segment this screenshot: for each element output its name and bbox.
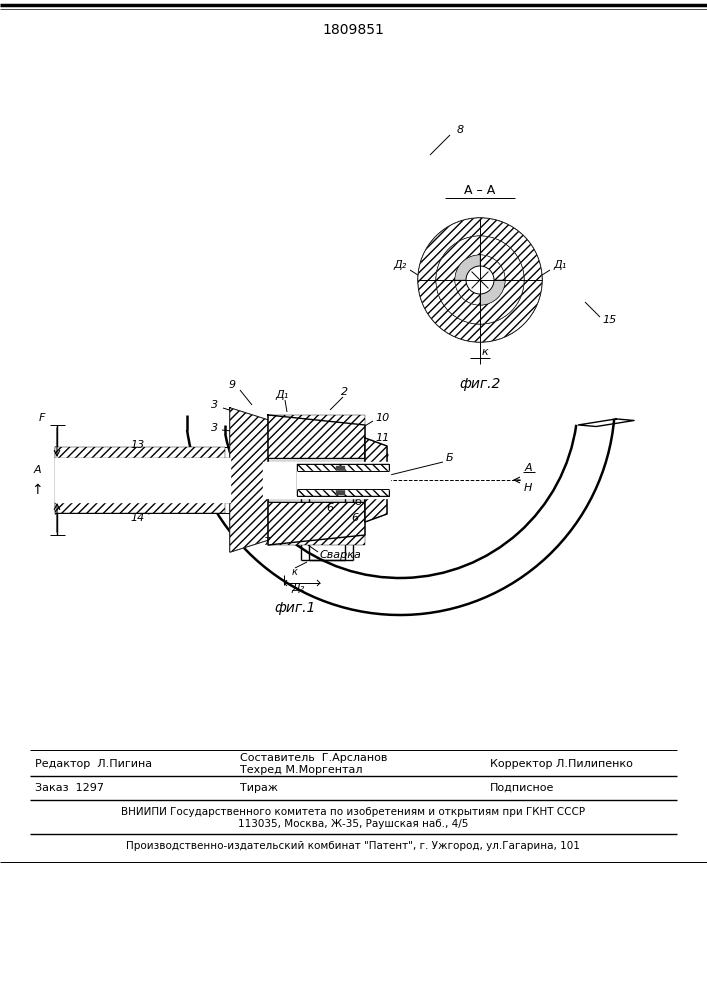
Bar (55, 502, 225, 513)
Polygon shape (297, 464, 389, 496)
Text: 8: 8 (457, 125, 464, 135)
Circle shape (466, 266, 494, 294)
Text: Корректор Л.Пилипенко: Корректор Л.Пилипенко (490, 759, 633, 769)
Wedge shape (455, 255, 480, 280)
Polygon shape (230, 408, 268, 552)
Text: 9: 9 (228, 380, 235, 390)
Circle shape (436, 236, 524, 324)
Text: Д₂: Д₂ (291, 583, 305, 593)
Circle shape (455, 255, 505, 305)
Text: б: б (355, 497, 361, 507)
Text: Техред М.Моргентал: Техред М.Моргентал (240, 765, 363, 775)
Text: Составитель  Г.Арсланов: Составитель Г.Арсланов (240, 753, 387, 763)
Text: Д₂: Д₂ (393, 260, 407, 270)
Wedge shape (480, 280, 505, 305)
Text: к: к (292, 567, 298, 577)
Text: 7: 7 (264, 537, 271, 547)
Text: Подписное: Подписное (490, 783, 554, 793)
Text: 1809851: 1809851 (322, 23, 384, 37)
Text: 11: 11 (375, 433, 390, 443)
Text: F: F (39, 413, 45, 423)
Text: 12: 12 (375, 453, 390, 463)
Text: 10: 10 (375, 413, 390, 423)
Text: фиг.1: фиг.1 (274, 601, 316, 615)
Bar (268, 502, 365, 545)
Text: 3: 3 (211, 400, 218, 410)
Text: ВНИИПИ Государственного комитета по изобретениям и открытиям при ГКНТ СССР: ВНИИПИ Государственного комитета по изоб… (121, 807, 585, 817)
Text: Д₁: Д₁ (554, 260, 566, 270)
Wedge shape (455, 280, 480, 305)
Polygon shape (230, 408, 268, 552)
Text: Производственно-издательский комбинат "Патент", г. Ужгород, ул.Гагарина, 101: Производственно-издательский комбинат "П… (126, 841, 580, 851)
Text: 6: 6 (351, 513, 358, 523)
Text: 15: 15 (603, 315, 617, 325)
Text: фиг.2: фиг.2 (460, 377, 501, 391)
Bar (268, 415, 365, 458)
Polygon shape (268, 415, 365, 545)
Text: Д₁: Д₁ (275, 390, 288, 400)
Bar (55, 447, 225, 458)
Bar (336, 466, 344, 476)
Text: Заказ  1297: Заказ 1297 (35, 783, 104, 793)
Bar (55, 458, 230, 502)
Wedge shape (480, 255, 505, 280)
Polygon shape (365, 438, 387, 522)
Text: 2: 2 (341, 387, 349, 397)
Text: к: к (481, 347, 489, 357)
Bar (297, 471, 389, 489)
Text: Редактор  Л.Пигина: Редактор Л.Пигина (35, 759, 152, 769)
Text: A: A (33, 465, 41, 475)
Text: H: H (524, 483, 532, 493)
Text: Сварка: Сварка (319, 550, 361, 560)
Bar (263, 462, 390, 498)
Text: A: A (524, 463, 532, 473)
Text: Тираж: Тираж (240, 783, 278, 793)
Text: 3: 3 (211, 423, 218, 433)
Polygon shape (365, 438, 387, 522)
Circle shape (418, 218, 542, 342)
Text: 14: 14 (131, 513, 145, 523)
Text: Б: Б (446, 453, 454, 463)
Bar (336, 484, 344, 494)
Text: A – A: A – A (464, 184, 496, 196)
Text: ↑: ↑ (31, 483, 43, 497)
Text: 13: 13 (131, 440, 145, 450)
Polygon shape (297, 464, 389, 496)
Text: 6: 6 (327, 503, 334, 513)
Text: 113035, Москва, Ж-35, Раушская наб., 4/5: 113035, Москва, Ж-35, Раушская наб., 4/5 (238, 819, 468, 829)
